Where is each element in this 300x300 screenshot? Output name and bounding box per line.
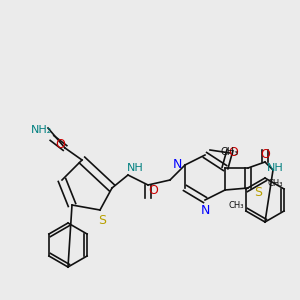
Text: O: O xyxy=(228,146,238,160)
Text: NH: NH xyxy=(267,163,284,173)
Text: NH: NH xyxy=(127,163,143,173)
Text: O: O xyxy=(55,139,65,152)
Text: CH₃: CH₃ xyxy=(221,147,239,157)
Text: O: O xyxy=(260,148,270,161)
Text: S: S xyxy=(254,187,262,200)
Text: S: S xyxy=(98,214,106,226)
Text: NH₂: NH₂ xyxy=(32,125,52,135)
Text: CH₃: CH₃ xyxy=(228,202,244,211)
Text: O: O xyxy=(148,184,158,196)
Text: CH₃: CH₃ xyxy=(267,178,283,188)
Text: N: N xyxy=(172,158,182,172)
Text: N: N xyxy=(200,203,210,217)
